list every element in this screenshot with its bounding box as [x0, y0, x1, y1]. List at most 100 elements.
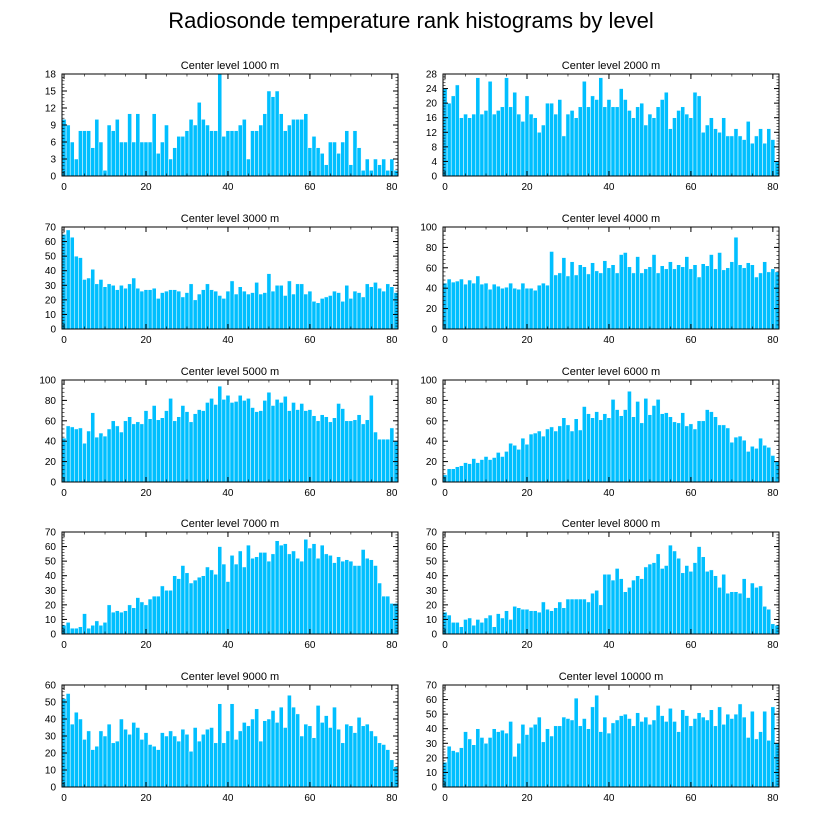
- bar: [266, 560, 272, 635]
- bar: [373, 565, 378, 635]
- y-tick-label: 40: [426, 284, 438, 295]
- bar: [614, 106, 620, 177]
- panel-title: Center level 1000 m: [181, 60, 279, 72]
- bar: [106, 428, 112, 483]
- bar: [467, 463, 472, 483]
- bar: [565, 718, 571, 788]
- bar: [332, 141, 337, 177]
- bar: [508, 721, 513, 788]
- bar: [291, 706, 296, 788]
- bar: [721, 424, 726, 483]
- bar: [360, 549, 366, 635]
- bar: [123, 728, 128, 788]
- bar: [213, 574, 218, 635]
- bar: [561, 607, 567, 635]
- bar: [209, 398, 214, 483]
- y-tick-label: 20: [45, 749, 57, 760]
- bar: [479, 283, 485, 330]
- bar: [762, 445, 767, 483]
- bar: [766, 608, 772, 635]
- bar: [94, 436, 100, 483]
- bar: [172, 735, 177, 788]
- bar: [274, 399, 280, 483]
- bar: [664, 565, 669, 635]
- bar: [65, 124, 71, 177]
- bar: [762, 606, 767, 635]
- bar: [692, 718, 698, 788]
- y-tick-label: 10: [426, 615, 438, 626]
- bar: [553, 274, 558, 330]
- bar: [246, 725, 251, 788]
- bar: [536, 430, 542, 483]
- bar: [541, 282, 546, 330]
- bar: [770, 268, 776, 330]
- bar: [459, 117, 464, 177]
- bar: [606, 267, 612, 330]
- bar: [737, 135, 743, 177]
- bar: [340, 408, 345, 483]
- bar: [147, 598, 153, 635]
- bar: [233, 130, 239, 177]
- bar: [287, 410, 292, 483]
- bar: [549, 102, 554, 177]
- bar: [729, 135, 735, 177]
- bar: [127, 734, 132, 788]
- bar: [774, 161, 780, 177]
- bar: [188, 582, 194, 635]
- bar: [577, 429, 583, 483]
- bar: [450, 468, 456, 483]
- bar: [602, 106, 608, 177]
- bar: [221, 136, 227, 177]
- bar: [442, 282, 448, 330]
- bar: [508, 106, 513, 177]
- bar: [90, 147, 96, 177]
- bar: [561, 417, 567, 483]
- bar: [82, 739, 87, 788]
- bar: [299, 735, 305, 788]
- bar: [631, 416, 636, 483]
- bar: [541, 435, 546, 483]
- bar: [262, 552, 268, 635]
- bar: [750, 582, 755, 635]
- bar: [315, 420, 321, 483]
- bar: [586, 728, 591, 788]
- bar: [123, 287, 128, 330]
- y-tick-label: 30: [45, 586, 57, 597]
- bar: [668, 544, 673, 635]
- bar: [766, 128, 772, 177]
- bar: [524, 287, 530, 330]
- bar: [151, 287, 157, 330]
- bar: [487, 288, 493, 330]
- bar: [631, 272, 636, 330]
- bar: [176, 136, 182, 177]
- bar: [750, 446, 755, 483]
- bar: [528, 287, 534, 330]
- bar: [217, 546, 223, 635]
- panel-title: Center level 10000 m: [559, 671, 664, 683]
- bar: [106, 283, 112, 330]
- bar: [455, 466, 460, 483]
- y-tick-label: 20: [426, 457, 438, 468]
- bar: [700, 420, 706, 483]
- bar: [754, 738, 759, 788]
- bar: [192, 124, 198, 177]
- bar: [524, 734, 530, 788]
- bar: [65, 622, 71, 635]
- bar: [688, 725, 694, 788]
- bar: [758, 437, 763, 483]
- bar: [180, 296, 186, 330]
- bar: [332, 562, 337, 635]
- bar: [446, 468, 452, 483]
- bar: [373, 158, 378, 177]
- y-tick-label: 20: [426, 304, 438, 315]
- bar: [450, 95, 456, 177]
- bar: [479, 737, 485, 788]
- bar: [237, 550, 243, 635]
- bar: [569, 719, 575, 788]
- bar: [471, 625, 477, 635]
- bar: [377, 287, 382, 330]
- bar: [504, 610, 509, 635]
- bar: [98, 279, 104, 330]
- bar: [623, 409, 628, 483]
